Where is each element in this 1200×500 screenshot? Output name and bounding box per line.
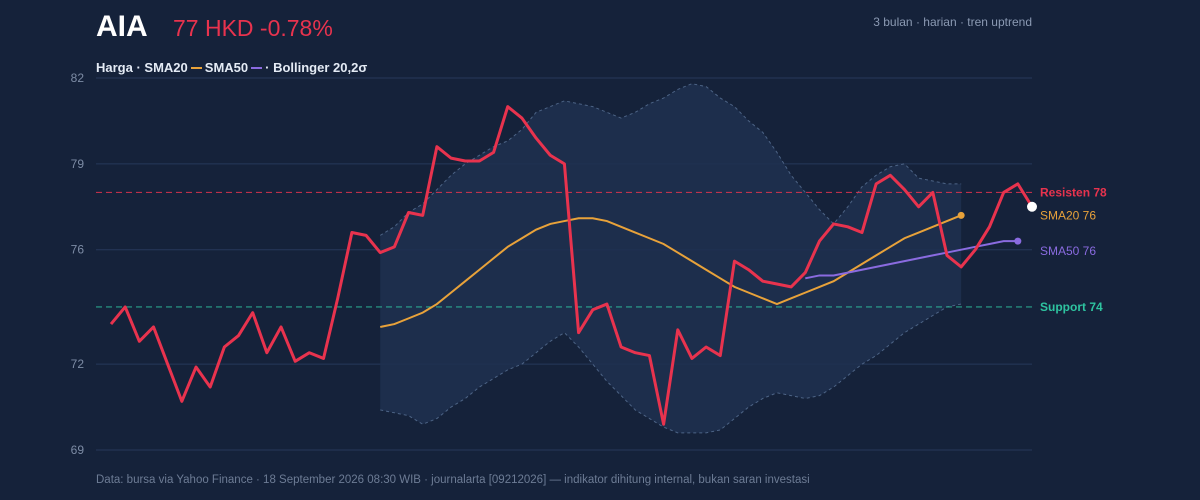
y-tick-label: 79 xyxy=(71,157,85,171)
y-tick-label: 69 xyxy=(71,443,85,457)
support-level-label: Support 74 xyxy=(1040,300,1103,314)
sma50-end-label: SMA50 76 xyxy=(1040,244,1096,258)
sma20-line xyxy=(380,214,962,328)
sma50-end-marker xyxy=(1014,237,1022,245)
resistance-level-label: Resisten 78 xyxy=(1040,185,1107,199)
legend-separator: · xyxy=(132,60,145,75)
ticker-symbol: AIA xyxy=(96,10,148,43)
price-change: 77 HKD -0.78% xyxy=(173,15,333,41)
bollinger-lower-line xyxy=(380,303,962,434)
legend-sma50: SMA50 xyxy=(204,60,249,75)
legend-sma50-swatch xyxy=(251,66,263,69)
sma50-line xyxy=(805,240,1018,280)
legend-sma20: SMA20 xyxy=(144,60,188,75)
y-tick-label: 76 xyxy=(71,243,85,257)
sma20-end-label: SMA20 76 xyxy=(1040,208,1096,222)
source-footnote: Data: bursa via Yahoo Finance · 18 Septe… xyxy=(96,474,810,486)
price-line xyxy=(109,105,1034,426)
legend-price: Harga xyxy=(96,60,133,75)
chart-legend: Harga · SMA20 SMA50 · Bollinger 20,2σ xyxy=(96,60,367,75)
chart-subtitle: 3 bulan · harian · tren uptrend xyxy=(873,15,1032,29)
sma20-end-marker xyxy=(957,211,965,219)
legend-sma20-swatch xyxy=(190,66,202,69)
bollinger-band-area xyxy=(380,83,962,433)
y-tick-label: 82 xyxy=(71,71,85,85)
legend-bollinger: · Bollinger 20,2σ xyxy=(265,60,368,75)
last-price-marker xyxy=(1027,201,1037,212)
y-tick-label: 72 xyxy=(71,357,85,371)
